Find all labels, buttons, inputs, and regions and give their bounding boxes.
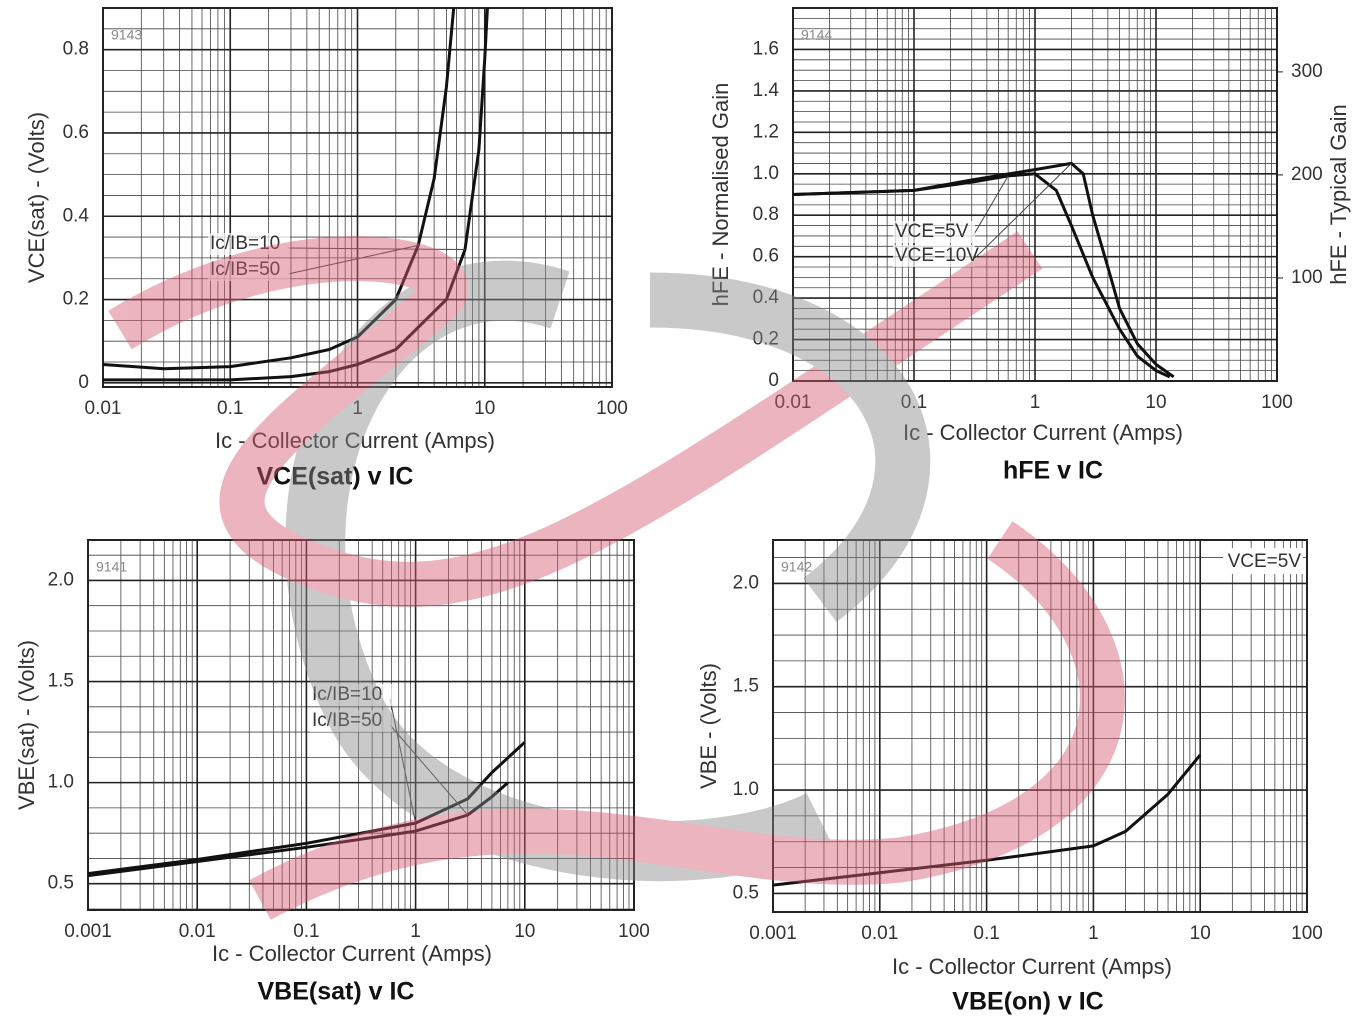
y-tick-label: 0.6 [753, 246, 779, 267]
y-tick-label: 0.8 [753, 204, 779, 225]
chart-annotation: 9143 [111, 27, 142, 43]
y2-tick-label: 300 [1291, 61, 1323, 82]
x-tick-label: 0.1 [973, 923, 999, 944]
y-tick-label: 2.0 [48, 569, 74, 590]
x-axis-label: Ic - Collector Current (Amps) [212, 941, 492, 966]
x-tick-label: 0.001 [749, 923, 797, 944]
x-tick-label: 10 [514, 921, 535, 942]
y-tick-label: 0 [78, 372, 89, 393]
chart-annotation: 9142 [781, 559, 812, 575]
y-axis-label: hFE - Normalised Gain [708, 83, 733, 307]
x-tick-label: 10 [474, 398, 495, 419]
x-tick-label: 0.1 [293, 921, 319, 942]
y-tick-label: 1.5 [48, 671, 74, 692]
x-axis-label: Ic - Collector Current (Amps) [892, 954, 1172, 979]
chart-title: VBE(on) v IC [952, 988, 1103, 1016]
y-axis-label: VCE(sat) - (Volts) [24, 112, 49, 283]
legend-label: VCE=5V [895, 221, 969, 242]
x-axis-label: Ic - Collector Current (Amps) [903, 420, 1183, 445]
x-tick-label: 100 [596, 398, 628, 419]
y-tick-label: 1.0 [48, 772, 74, 793]
y-tick-label: 1.2 [753, 121, 779, 142]
x-tick-label: 1 [410, 921, 421, 942]
y-tick-label: 0.5 [48, 873, 74, 894]
x-tick-label: 0.01 [85, 398, 122, 419]
x-tick-label: 100 [618, 921, 650, 942]
x-tick-label: 10 [1145, 392, 1166, 413]
x-tick-label: 100 [1261, 392, 1293, 413]
x-tick-label: 10 [1190, 923, 1211, 944]
y-tick-label: 1.5 [733, 676, 759, 697]
page: 0.010.111010000.20.40.60.89143Ic/IB=10Ic… [0, 0, 1356, 1022]
y-tick-label: 0.8 [63, 39, 89, 60]
y-tick-label: 0.2 [63, 289, 89, 310]
y-tick-label: 2.0 [733, 572, 759, 593]
x-tick-label: 0.01 [179, 921, 216, 942]
x-tick-label: 1 [1088, 923, 1099, 944]
y-axis-label: VBE - (Volts) [696, 663, 721, 789]
chart-annotation: 9141 [96, 559, 127, 575]
x-tick-label: 0.001 [64, 921, 112, 942]
x-tick-label: 0.1 [217, 398, 243, 419]
y-tick-label: 0.5 [733, 882, 759, 903]
legend-label: VCE=10V [895, 245, 979, 266]
y-tick-label: 1.0 [753, 163, 779, 184]
y-tick-label: 1.4 [753, 80, 780, 101]
y2-axis-label: hFE - Typical Gain [1326, 104, 1351, 285]
y-axis-label: VBE(sat) - (Volts) [14, 640, 39, 810]
chart-annotation: 9144 [801, 27, 832, 43]
y-tick-label: 1.0 [733, 779, 759, 800]
y-tick-label: 0.4 [63, 205, 90, 226]
x-tick-label: 100 [1291, 923, 1323, 944]
y2-tick-label: 200 [1291, 164, 1323, 185]
legend-label: VCE=5V [1228, 551, 1302, 572]
y2-tick-label: 100 [1291, 267, 1323, 288]
x-tick-label: 0.01 [861, 923, 898, 944]
y-tick-label: 0.6 [63, 122, 89, 143]
y-tick-label: 1.6 [753, 38, 779, 59]
x-tick-label: 1 [1030, 392, 1041, 413]
chart-title: VBE(sat) v IC [258, 978, 415, 1006]
chart-title: hFE v IC [1003, 457, 1103, 485]
y-tick-label: 0 [768, 370, 779, 391]
